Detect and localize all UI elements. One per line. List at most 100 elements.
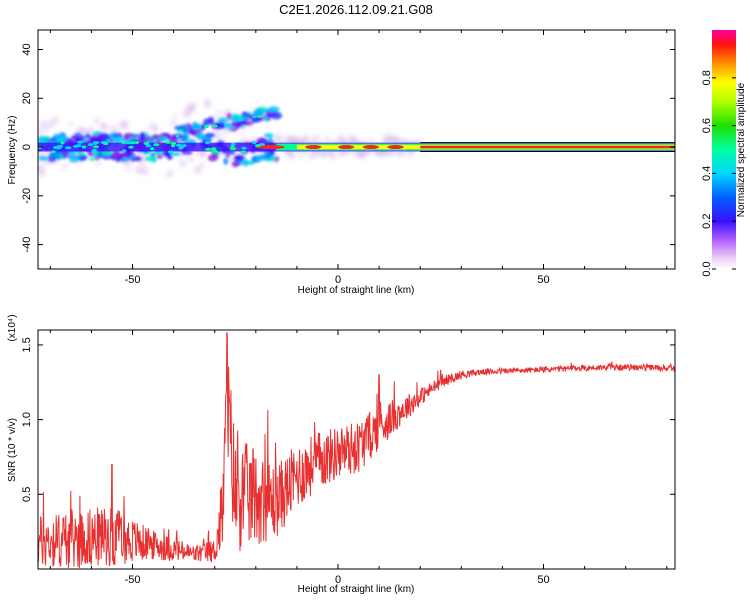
spectrogram-cloud-blob bbox=[265, 113, 277, 118]
spectrogram-halo-dot bbox=[213, 114, 218, 119]
spectrogram-halo-dot bbox=[324, 136, 331, 143]
main-line-hotspot bbox=[305, 145, 322, 150]
colorbar-tick-label: 0.4 bbox=[701, 166, 713, 181]
spectrogram-halo-dot bbox=[240, 136, 248, 143]
spectrogram-dot bbox=[203, 124, 210, 128]
spectrogram-dot bbox=[229, 147, 237, 151]
snr-xlabel: Height of straight line (km) bbox=[298, 584, 415, 595]
spectrogram-halo-dot bbox=[183, 105, 193, 116]
spectrogram-halo-dot bbox=[170, 119, 176, 126]
spectrogram-halo-dot bbox=[40, 120, 45, 125]
colorbar-tick-label: 0.8 bbox=[701, 70, 713, 85]
spectrogram-halo-dot bbox=[274, 133, 284, 143]
spectrogram-halo-dot bbox=[100, 122, 107, 129]
spectrogram-dot bbox=[167, 150, 174, 154]
spectrogram-dot bbox=[204, 141, 210, 145]
spectrogram-dot bbox=[153, 143, 160, 147]
spectrogram-ytick-label: -40 bbox=[21, 237, 33, 253]
spectrogram-dot bbox=[150, 147, 155, 151]
spectrogram-halo-dot bbox=[86, 128, 93, 135]
spectrogram-dot bbox=[102, 142, 109, 146]
snr-panel: -50 0 50 0.5 1.0 1.5 Height of straight line … bbox=[7, 314, 676, 595]
spectrogram-dot bbox=[56, 144, 64, 148]
spectrogram-halo-dot bbox=[48, 122, 54, 127]
spectrogram-cloud-blob bbox=[156, 154, 163, 159]
spectrogram-cloud-blob bbox=[38, 156, 49, 161]
spectrogram-dot bbox=[252, 115, 257, 119]
spectrogram-halo-dot bbox=[139, 167, 144, 173]
spectrogram-dot bbox=[252, 141, 257, 145]
spectrogram-dot bbox=[230, 142, 236, 146]
spectrogram-cloud-blob bbox=[123, 132, 135, 138]
spectrogram-cloud-blob bbox=[109, 132, 114, 140]
spectrogram-cloud-blob bbox=[139, 132, 146, 140]
spectrogram-halo-dot bbox=[127, 167, 132, 172]
spectrogram-cloud-blob bbox=[241, 159, 249, 167]
spectrogram-halo-dot bbox=[109, 124, 119, 134]
spectrogram-ytick-label: 40 bbox=[21, 43, 33, 55]
spectrogram-dot bbox=[143, 141, 150, 145]
spectrogram-dot bbox=[76, 144, 82, 148]
spectrogram-dot bbox=[254, 144, 261, 148]
spectrogram-cloud-blob bbox=[254, 156, 263, 161]
spectrogram-cloud-blob bbox=[204, 132, 216, 138]
spectrogram-halo-dot bbox=[187, 156, 193, 162]
snr-ytick-label: 1.0 bbox=[21, 412, 33, 427]
spectrogram-dot bbox=[181, 144, 187, 148]
snr-y-multiplier: (x10⁴) bbox=[7, 314, 18, 341]
spectrogram-cloud-blob bbox=[200, 124, 206, 131]
spectrogram-cloud-blob bbox=[267, 106, 280, 113]
spectrogram-halo-dot bbox=[38, 126, 43, 131]
snr-xtick-label: 0 bbox=[335, 574, 341, 586]
snr-xtick-label: -50 bbox=[125, 574, 141, 586]
spectrogram-cloud-blob bbox=[229, 116, 239, 122]
spectrogram-halo-dot bbox=[216, 110, 221, 115]
spectrogram-xtick-label: 0 bbox=[335, 274, 341, 286]
spectrogram-dot bbox=[124, 141, 132, 145]
spectrogram-ticks: -50 0 50 -40 -20 0 20 40 bbox=[21, 30, 675, 286]
spectrogram-dot bbox=[87, 143, 94, 147]
spectrogram-cloud-blob bbox=[169, 151, 181, 156]
spectrogram-cloud-blob bbox=[102, 133, 108, 142]
spectrogram-halo-dot bbox=[95, 160, 102, 167]
spectrogram-cloud-blob bbox=[203, 118, 210, 127]
spectrogram-cloud-blob bbox=[191, 123, 202, 130]
snr-ticks: -50 0 50 0.5 1.0 1.5 bbox=[21, 330, 675, 586]
spectrogram-halo-dot bbox=[68, 121, 74, 127]
snr-ytick-label: 0.5 bbox=[21, 487, 33, 502]
spectrogram-cloud-blob bbox=[38, 136, 46, 144]
spectrogram-halo-dot bbox=[213, 127, 221, 136]
spectrogram-cloud-blob bbox=[153, 151, 165, 155]
main-line-hotspot bbox=[338, 145, 355, 150]
spectrogram-marks bbox=[38, 99, 675, 178]
spectrogram-halo-dot bbox=[287, 152, 294, 159]
spectrogram-halo-dot bbox=[330, 153, 337, 160]
snr-xtick-label: 50 bbox=[537, 574, 549, 586]
spectrogram-dot bbox=[81, 145, 87, 149]
spectrogram-cloud-blob bbox=[188, 130, 195, 135]
spectrogram-dots bbox=[38, 114, 266, 154]
spectrogram-cloud-blob bbox=[152, 134, 160, 140]
spectrogram-cloud-blob bbox=[263, 153, 270, 160]
main-line-hotspot bbox=[387, 145, 404, 150]
spectrogram-xtick-label: -50 bbox=[125, 274, 141, 286]
spectrogram-halo-dot bbox=[193, 165, 203, 175]
spectrogram-dot bbox=[76, 140, 83, 144]
spectrogram-cloud-blob bbox=[225, 125, 236, 130]
colorbar-tick-label: 0.6 bbox=[701, 118, 713, 133]
spectrogram-dot bbox=[211, 147, 217, 151]
spectrogram-cloud-blob bbox=[150, 152, 155, 157]
spectrogram-cloud-blob bbox=[231, 160, 240, 168]
spectrogram-cloud-blob bbox=[223, 157, 228, 165]
spectrogram-cloud-blob bbox=[122, 151, 133, 159]
spectrogram-halo-dot bbox=[348, 134, 356, 142]
spectrogram-ytick-label: -20 bbox=[21, 188, 33, 204]
spectrogram-ytick-label: 0 bbox=[21, 144, 33, 150]
spectrogram-cloud-blob bbox=[88, 157, 96, 161]
spectrogram-cloud-blob bbox=[85, 133, 91, 139]
spectrogram-cloud-blob bbox=[54, 136, 65, 143]
spectrogram-dot bbox=[211, 124, 218, 128]
spectrogram-halo-dot bbox=[301, 134, 310, 143]
snr-background bbox=[38, 330, 675, 569]
spectrogram-cloud-blob bbox=[251, 117, 258, 123]
